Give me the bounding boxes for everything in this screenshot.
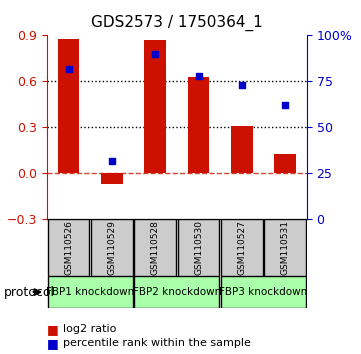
- Text: GSM110528: GSM110528: [151, 220, 160, 275]
- Point: [109, 158, 115, 164]
- Text: log2 ratio: log2 ratio: [63, 324, 117, 334]
- Text: GSM110527: GSM110527: [238, 220, 246, 275]
- Bar: [231, 126, 253, 173]
- Text: ■: ■: [47, 337, 59, 350]
- Text: GSM110531: GSM110531: [281, 220, 290, 275]
- Bar: [264, 219, 306, 276]
- Text: GSM110526: GSM110526: [64, 220, 73, 275]
- Bar: [91, 219, 133, 276]
- Text: protocol: protocol: [4, 286, 55, 298]
- Text: FBP3 knockdown: FBP3 knockdown: [219, 287, 308, 297]
- Bar: [144, 40, 166, 173]
- Bar: [274, 154, 296, 173]
- Bar: [188, 77, 209, 173]
- Point: [196, 73, 201, 79]
- Text: percentile rank within the sample: percentile rank within the sample: [63, 338, 251, 348]
- Point: [66, 66, 71, 72]
- Text: GSM110529: GSM110529: [108, 220, 116, 275]
- Bar: [48, 276, 133, 308]
- Bar: [221, 219, 263, 276]
- Text: GSM110530: GSM110530: [194, 220, 203, 275]
- Point: [282, 103, 288, 108]
- Bar: [134, 276, 219, 308]
- Title: GDS2573 / 1750364_1: GDS2573 / 1750364_1: [91, 15, 263, 31]
- Bar: [221, 276, 306, 308]
- Point: [152, 51, 158, 57]
- Text: FBP2 knockdown: FBP2 knockdown: [133, 287, 221, 297]
- Bar: [58, 39, 79, 173]
- Text: ■: ■: [47, 323, 59, 336]
- Point: [239, 82, 245, 88]
- Bar: [178, 219, 219, 276]
- Text: FBP1 knockdown: FBP1 knockdown: [46, 287, 134, 297]
- Bar: [48, 219, 90, 276]
- Bar: [134, 219, 176, 276]
- Bar: [101, 173, 123, 184]
